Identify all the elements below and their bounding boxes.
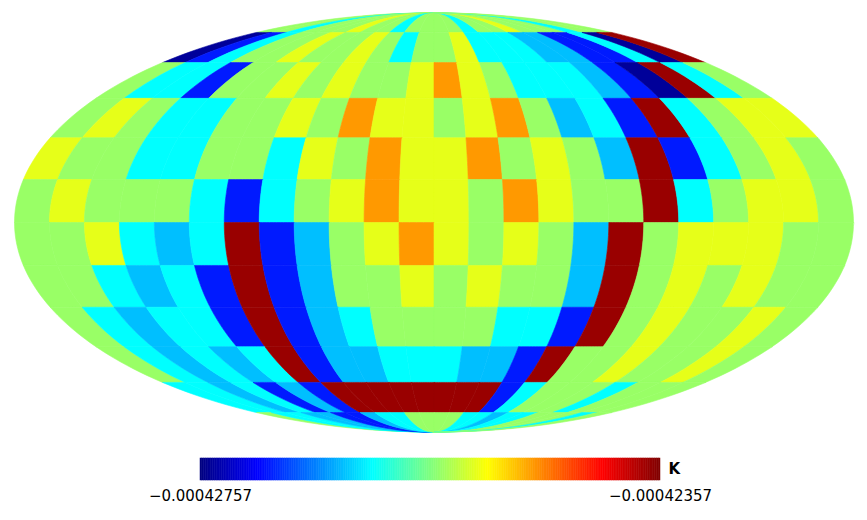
svg-text:−0.00042357: −0.00042357 [609, 487, 712, 505]
svg-text:−0.00042757: −0.00042757 [149, 487, 252, 505]
svg-text:K: K [669, 460, 682, 478]
